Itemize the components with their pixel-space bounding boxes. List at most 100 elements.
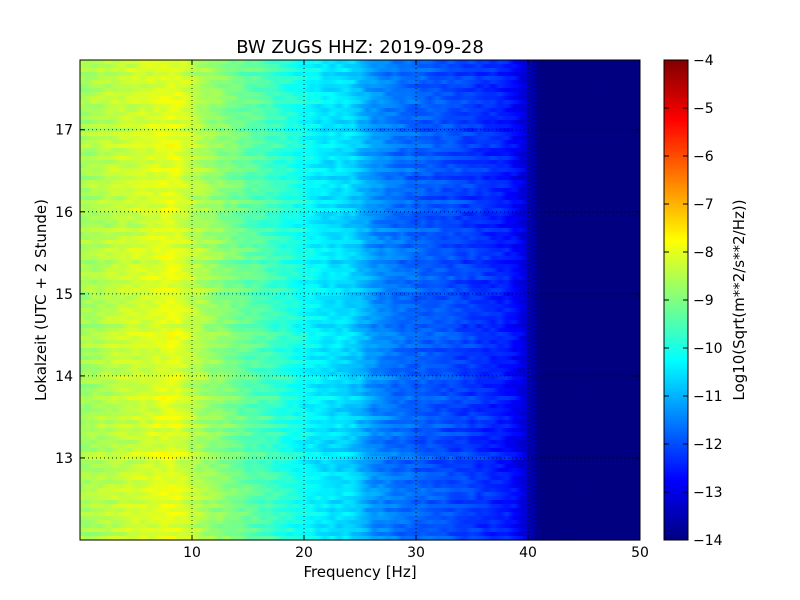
heatmap-row (80, 412, 640, 417)
heatmap-row (80, 288, 640, 293)
heatmap-row (80, 244, 640, 249)
plot-frame (79, 59, 641, 541)
heatmap-row (80, 396, 640, 401)
heatmap-row (80, 76, 640, 81)
heatmap-row (80, 180, 640, 185)
heatmap-row (80, 404, 640, 409)
heatmap-row (80, 104, 640, 109)
colorbar-tick-label: −7 (693, 197, 714, 213)
heatmap-row (80, 528, 640, 533)
colorbar-tick-label: −9 (693, 293, 714, 309)
heatmap-row (80, 468, 640, 473)
y-tick-label: 16 (55, 205, 73, 221)
heatmap-row (80, 116, 640, 121)
heatmap-row (80, 292, 640, 297)
x-tick-label: 20 (295, 545, 313, 561)
heatmap-row (80, 348, 640, 353)
heatmap-row (80, 192, 640, 197)
colorbar-tick-label: −8 (693, 245, 714, 261)
heatmap-row (80, 140, 640, 145)
heatmap-row (80, 400, 640, 405)
heatmap-row (80, 372, 640, 377)
heatmap-row (80, 232, 640, 237)
y-tick-label: 15 (55, 287, 73, 303)
y-axis-ticks: 13 14 15 16 17 (55, 123, 640, 467)
heatmap-row (80, 488, 640, 493)
heatmap-row (80, 376, 640, 381)
colorbar-tick-label: −5 (693, 101, 714, 117)
heatmap-row (80, 200, 640, 205)
heatmap-row (80, 92, 640, 97)
heatmap-row (80, 276, 640, 281)
heatmap-row (80, 344, 640, 349)
heatmap-row (80, 368, 640, 373)
heatmap-row (80, 504, 640, 509)
heatmap-row (80, 496, 640, 501)
x-axis-label: Frequency [Hz] (303, 563, 416, 581)
heatmap-row (80, 424, 640, 429)
spectrogram-plot-area: 10 20 30 40 50 13 14 15 16 17 (55, 59, 649, 561)
heatmap-row (80, 160, 640, 165)
colorbar: −4 −5 −6 −7 −8 −9 −10 −11 −12 −13 −14 (663, 53, 723, 549)
colorbar-tick-label: −6 (693, 149, 714, 165)
heatmap-row (80, 512, 640, 517)
heatmap-row (80, 472, 640, 477)
heatmap-row (80, 168, 640, 173)
heatmap-row (80, 196, 640, 201)
heatmap-row (80, 224, 640, 229)
heatmap-row (80, 324, 640, 329)
colorbar-tick-label: −13 (693, 485, 723, 501)
heatmap-row (80, 464, 640, 469)
heatmap-row (80, 80, 640, 85)
heatmap-row (80, 152, 640, 157)
x-tick-label: 10 (183, 545, 201, 561)
heatmap-row (80, 484, 640, 489)
heatmap-row (80, 328, 640, 333)
heatmap-row (80, 384, 640, 389)
heatmap-row (80, 416, 640, 421)
heatmap-row (80, 408, 640, 413)
heatmap-row (80, 256, 640, 261)
heatmap-row (80, 60, 640, 65)
heatmap-row (80, 108, 640, 113)
heatmap-row (80, 212, 640, 217)
heatmap-row (80, 492, 640, 497)
heatmap-row (80, 236, 640, 241)
x-tick-label: 50 (631, 545, 649, 561)
heatmap-row (80, 336, 640, 341)
heatmap-row (80, 188, 640, 193)
heatmap-row (80, 308, 640, 313)
heatmap-row (80, 500, 640, 505)
heatmap-row (80, 476, 640, 481)
grid (80, 60, 640, 540)
heatmap-row (80, 72, 640, 77)
heatmap-row (80, 312, 640, 317)
colorbar-tick-label: −11 (693, 389, 723, 405)
heatmap-row (80, 428, 640, 433)
heatmap-row (80, 444, 640, 449)
heatmap-row (80, 124, 640, 129)
heatmap-row (80, 112, 640, 117)
heatmap-row (80, 524, 640, 529)
heatmap-row (80, 520, 640, 525)
y-tick-label: 14 (55, 369, 73, 385)
chart-title: BW ZUGS HHZ: 2019-09-28 (236, 37, 484, 58)
heatmap-row (80, 392, 640, 397)
heatmap-row (80, 240, 640, 245)
heatmap-row (80, 268, 640, 273)
heatmap-image (80, 60, 640, 541)
heatmap-row (80, 304, 640, 309)
x-tick-label: 40 (519, 545, 537, 561)
colorbar-ticks: −4 −5 −6 −7 −8 −9 −10 −11 −12 −13 −14 (664, 53, 723, 549)
heatmap-row (80, 252, 640, 257)
heatmap-row (80, 300, 640, 305)
colorbar-tick-label: −4 (693, 53, 714, 69)
heatmap-row (80, 120, 640, 125)
heatmap-row (80, 128, 640, 133)
heatmap-row (80, 340, 640, 345)
heatmap-row (80, 248, 640, 253)
heatmap-row (80, 532, 640, 537)
heatmap-row (80, 136, 640, 141)
heatmap-row (80, 296, 640, 301)
